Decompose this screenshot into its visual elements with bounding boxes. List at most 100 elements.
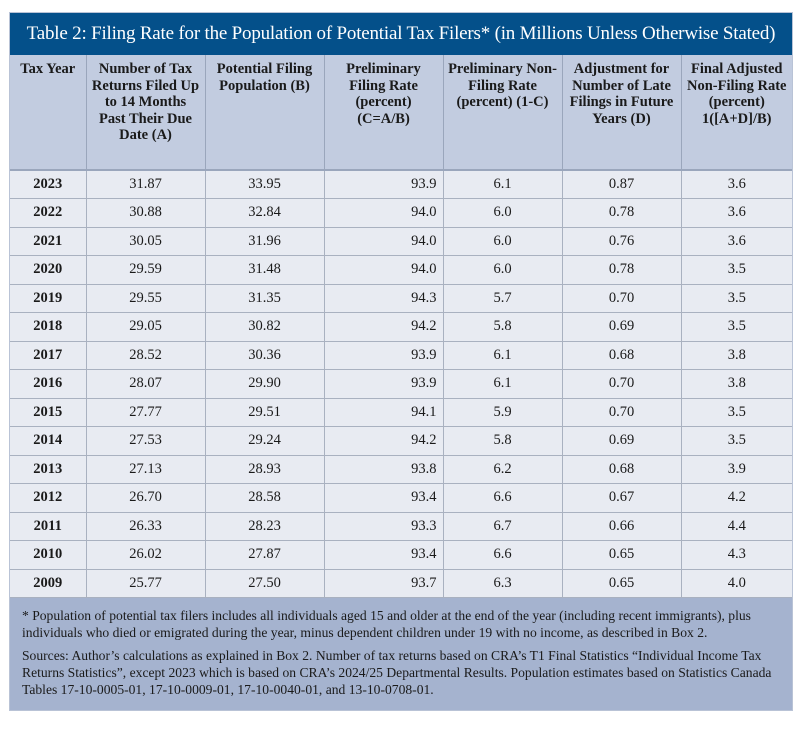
cell-filing-population: 31.96	[204, 226, 325, 256]
table-footnotes: * Population of potential tax filers inc…	[10, 598, 792, 710]
cell-final-non-filing-rate: 3.8	[680, 369, 792, 399]
column-header-preliminary-non-filing-rate: Preliminary Non-Filing Rate (percent) (1…	[442, 55, 563, 171]
cell-tax-year: 2009	[10, 568, 87, 598]
cell-returns-filed: 29.59	[85, 255, 206, 285]
cell-filing-population: 33.95	[204, 169, 325, 199]
cell-preliminary-non-filing-rate: 6.6	[442, 483, 563, 513]
cell-tax-year: 2015	[10, 397, 87, 427]
cell-returns-filed: 28.07	[85, 369, 206, 399]
table-row: 2019 29.55 31.35 94.3 5.7 0.70 3.5	[10, 283, 792, 313]
cell-tax-year: 2010	[10, 540, 87, 570]
column-header-late-filings-adjustment: Adjustment for Number of Late Filings in…	[561, 55, 682, 171]
table-row: 2011 26.33 28.23 93.3 6.7 0.66 4.4	[10, 511, 792, 541]
cell-preliminary-filing-rate: 94.0	[323, 198, 444, 228]
header-row: Tax Year Number of Tax Returns Filed Up …	[10, 55, 792, 171]
cell-tax-year: 2020	[10, 255, 87, 285]
cell-preliminary-filing-rate: 93.9	[323, 369, 444, 399]
cell-late-filings-adjustment: 0.78	[561, 198, 682, 228]
cell-preliminary-filing-rate: 94.0	[323, 226, 444, 256]
cell-returns-filed: 27.77	[85, 397, 206, 427]
table-row: 2023 31.87 33.95 93.9 6.1 0.87 3.6	[10, 169, 792, 199]
cell-final-non-filing-rate: 3.6	[680, 169, 792, 199]
cell-filing-population: 28.93	[204, 454, 325, 484]
cell-tax-year: 2019	[10, 283, 87, 313]
cell-final-non-filing-rate: 4.4	[680, 511, 792, 541]
cell-preliminary-non-filing-rate: 5.9	[442, 397, 563, 427]
table-row: 2018 29.05 30.82 94.2 5.8 0.69 3.5	[10, 312, 792, 342]
cell-late-filings-adjustment: 0.67	[561, 483, 682, 513]
cell-final-non-filing-rate: 3.6	[680, 226, 792, 256]
cell-preliminary-non-filing-rate: 5.8	[442, 312, 563, 342]
cell-preliminary-filing-rate: 94.3	[323, 283, 444, 313]
cell-preliminary-filing-rate: 93.9	[323, 340, 444, 370]
cell-preliminary-non-filing-rate: 6.7	[442, 511, 563, 541]
cell-preliminary-non-filing-rate: 6.0	[442, 198, 563, 228]
cell-tax-year: 2012	[10, 483, 87, 513]
cell-preliminary-non-filing-rate: 6.0	[442, 226, 563, 256]
cell-returns-filed: 25.77	[85, 568, 206, 598]
cell-returns-filed: 29.05	[85, 312, 206, 342]
table-container: Table 2: Filing Rate for the Population …	[9, 12, 793, 711]
cell-late-filings-adjustment: 0.87	[561, 169, 682, 199]
cell-filing-population: 32.84	[204, 198, 325, 228]
table-row: 2010 26.02 27.87 93.4 6.6 0.65 4.3	[10, 540, 792, 570]
cell-final-non-filing-rate: 4.0	[680, 568, 792, 598]
cell-tax-year: 2021	[10, 226, 87, 256]
cell-preliminary-filing-rate: 93.3	[323, 511, 444, 541]
cell-late-filings-adjustment: 0.66	[561, 511, 682, 541]
cell-tax-year: 2018	[10, 312, 87, 342]
cell-final-non-filing-rate: 3.6	[680, 198, 792, 228]
cell-preliminary-filing-rate: 93.8	[323, 454, 444, 484]
cell-late-filings-adjustment: 0.69	[561, 312, 682, 342]
cell-late-filings-adjustment: 0.69	[561, 426, 682, 456]
cell-preliminary-filing-rate: 94.0	[323, 255, 444, 285]
cell-preliminary-filing-rate: 93.9	[323, 169, 444, 199]
cell-preliminary-non-filing-rate: 6.2	[442, 454, 563, 484]
cell-filing-population: 27.87	[204, 540, 325, 570]
cell-preliminary-non-filing-rate: 6.1	[442, 169, 563, 199]
cell-preliminary-filing-rate: 93.4	[323, 483, 444, 513]
cell-final-non-filing-rate: 3.5	[680, 283, 792, 313]
filing-rate-table: Tax Year Number of Tax Returns Filed Up …	[10, 55, 792, 598]
cell-late-filings-adjustment: 0.65	[561, 568, 682, 598]
cell-preliminary-filing-rate: 94.2	[323, 312, 444, 342]
cell-tax-year: 2023	[10, 169, 87, 199]
cell-filing-population: 28.58	[204, 483, 325, 513]
cell-returns-filed: 30.88	[85, 198, 206, 228]
cell-filing-population: 29.90	[204, 369, 325, 399]
table-row: 2015 27.77 29.51 94.1 5.9 0.70 3.5	[10, 397, 792, 427]
cell-preliminary-non-filing-rate: 6.1	[442, 369, 563, 399]
cell-final-non-filing-rate: 4.2	[680, 483, 792, 513]
cell-returns-filed: 26.33	[85, 511, 206, 541]
cell-preliminary-filing-rate: 93.4	[323, 540, 444, 570]
cell-final-non-filing-rate: 3.5	[680, 426, 792, 456]
table-row: 2009 25.77 27.50 93.7 6.3 0.65 4.0	[10, 568, 792, 598]
cell-returns-filed: 26.70	[85, 483, 206, 513]
cell-filing-population: 28.23	[204, 511, 325, 541]
cell-filing-population: 31.48	[204, 255, 325, 285]
cell-late-filings-adjustment: 0.70	[561, 283, 682, 313]
column-header-preliminary-filing-rate: Preliminary Filing Rate (percent) (C=A/B…	[323, 55, 444, 171]
column-header-final-non-filing-rate: Final Adjusted Non-Filing Rate (percent)…	[680, 55, 792, 171]
cell-returns-filed: 29.55	[85, 283, 206, 313]
column-header-tax-year: Tax Year	[10, 55, 87, 171]
table-row: 2021 30.05 31.96 94.0 6.0 0.76 3.6	[10, 226, 792, 256]
cell-late-filings-adjustment: 0.70	[561, 369, 682, 399]
cell-tax-year: 2022	[10, 198, 87, 228]
table-title: Table 2: Filing Rate for the Population …	[10, 13, 792, 55]
cell-filing-population: 30.82	[204, 312, 325, 342]
cell-preliminary-non-filing-rate: 6.6	[442, 540, 563, 570]
cell-returns-filed: 31.87	[85, 169, 206, 199]
cell-preliminary-filing-rate: 94.1	[323, 397, 444, 427]
cell-tax-year: 2014	[10, 426, 87, 456]
cell-final-non-filing-rate: 3.5	[680, 397, 792, 427]
cell-returns-filed: 30.05	[85, 226, 206, 256]
population-footnote: * Population of potential tax filers inc…	[22, 608, 751, 640]
cell-final-non-filing-rate: 3.9	[680, 454, 792, 484]
cell-final-non-filing-rate: 3.5	[680, 312, 792, 342]
cell-late-filings-adjustment: 0.76	[561, 226, 682, 256]
cell-preliminary-filing-rate: 94.2	[323, 426, 444, 456]
cell-tax-year: 2011	[10, 511, 87, 541]
cell-filing-population: 30.36	[204, 340, 325, 370]
cell-final-non-filing-rate: 3.5	[680, 255, 792, 285]
